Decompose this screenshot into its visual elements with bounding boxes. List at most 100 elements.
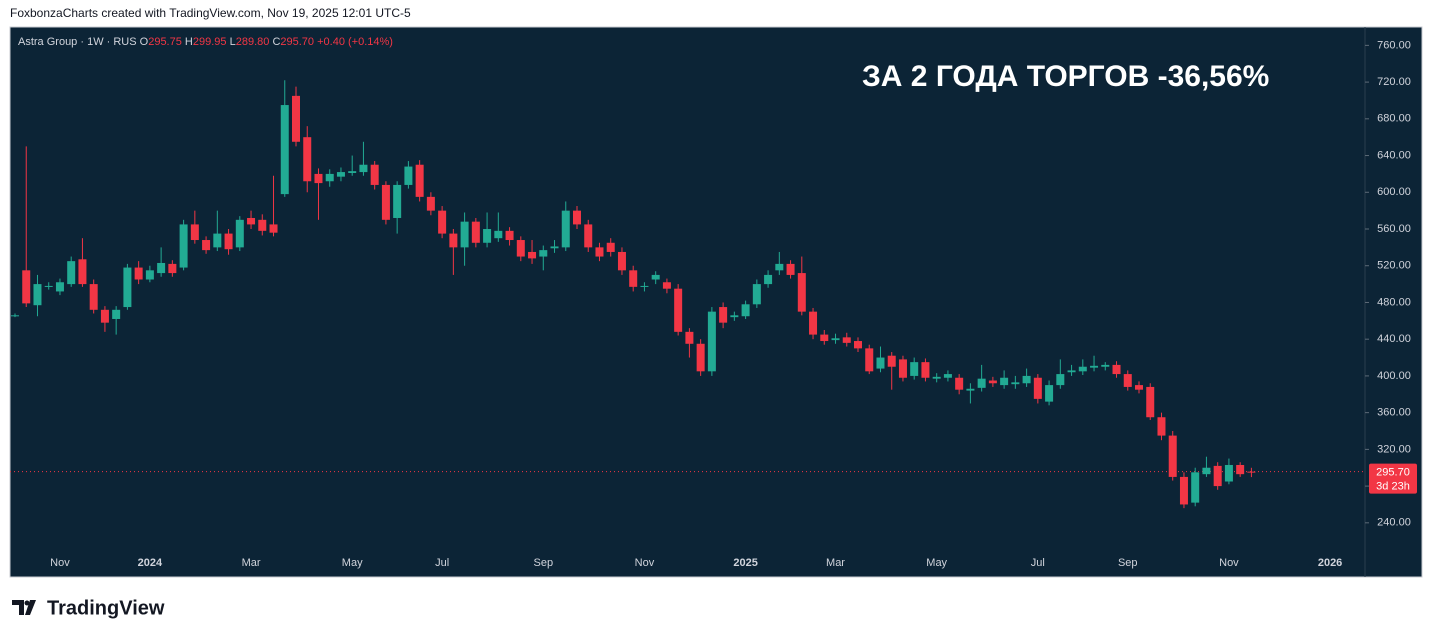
legend-change: +0.40 (+0.14%) <box>317 36 393 48</box>
y-tick-label: 320.00 <box>1377 443 1411 455</box>
candle-body <box>674 288 683 332</box>
candle-body <box>1224 464 1233 482</box>
candle-body <box>1202 467 1211 475</box>
x-tick-label: May <box>926 557 947 569</box>
candle-body <box>55 282 64 292</box>
candle-body <box>1112 364 1121 375</box>
candle-body <box>258 219 267 231</box>
candle-body <box>561 210 570 248</box>
candle-body <box>932 376 941 379</box>
x-tick-label: Sep <box>1118 557 1138 569</box>
candle-body <box>67 261 76 285</box>
candle-body <box>1067 370 1076 373</box>
x-tick-label: Sep <box>533 557 553 569</box>
candle-body <box>662 282 671 289</box>
candle-body <box>235 219 244 248</box>
candle-body <box>797 273 806 312</box>
candle-body <box>887 355 896 367</box>
candle-body <box>943 374 952 378</box>
y-tick-label: 240.00 <box>1377 517 1411 529</box>
x-tick-label: Mar <box>826 557 845 569</box>
candle-body <box>89 284 98 310</box>
header: FoxbonzaCharts created with TradingView.… <box>10 6 411 20</box>
legend-value: 299.95 <box>193 36 227 48</box>
candle-body <box>842 337 851 343</box>
candle-body <box>1157 417 1166 436</box>
y-tick-label: 560.00 <box>1377 223 1411 235</box>
y-tick-label: 640.00 <box>1377 149 1411 161</box>
candle-body <box>1135 385 1143 390</box>
candle-body <box>483 229 492 243</box>
candle-body <box>292 95 300 142</box>
candle-body <box>112 309 121 319</box>
candle-body <box>1191 472 1200 503</box>
candle-body <box>988 380 997 384</box>
candle-body <box>898 359 907 378</box>
candle-body <box>696 343 705 372</box>
candle-body <box>730 315 739 318</box>
candle-body <box>426 196 435 211</box>
candle-body <box>179 224 188 268</box>
candle-body <box>449 233 458 248</box>
candle-body <box>516 240 525 257</box>
candle-body <box>359 164 368 173</box>
candle-body <box>640 285 649 287</box>
candle-body <box>280 105 289 195</box>
candle-body <box>460 221 469 248</box>
legend-value: 295.75 <box>148 36 182 48</box>
candle-body <box>1146 386 1155 418</box>
legend-value: 289.80 <box>236 36 270 48</box>
candle-body <box>865 348 874 372</box>
candle-body <box>539 250 548 257</box>
candle-body <box>977 378 986 388</box>
candle-body <box>348 171 357 173</box>
x-tick-label: Nov <box>1219 557 1239 569</box>
candle-body <box>78 259 87 285</box>
legend-key: H <box>185 36 193 48</box>
countdown: 3d 23h <box>1376 481 1410 493</box>
logo <box>12 600 36 615</box>
annotation: ЗА 2 ГОДА ТОРГОВ -36,56% <box>862 60 1269 93</box>
candle-body <box>202 240 211 251</box>
legend-value: 295.70 <box>280 36 314 48</box>
y-tick-label: 760.00 <box>1377 39 1411 51</box>
chart-panel <box>9 26 1423 578</box>
candle-body <box>685 331 694 344</box>
candle-body <box>325 173 334 182</box>
candle-body <box>247 217 256 225</box>
last-price-box <box>1369 463 1417 494</box>
candle-body <box>1011 382 1020 385</box>
candle-body <box>741 304 750 317</box>
footer-brand: TradingView <box>47 597 165 619</box>
candle-body <box>168 263 177 274</box>
candle-body <box>22 270 31 304</box>
candle-body <box>764 274 773 285</box>
candle-body <box>303 137 312 182</box>
y-tick-label: 680.00 <box>1377 113 1411 125</box>
candle-body <box>44 285 53 287</box>
candle-body <box>381 184 390 220</box>
candle-body <box>438 210 447 234</box>
y-tick-label: 600.00 <box>1377 186 1411 198</box>
x-tick-label: Jul <box>435 557 449 569</box>
candle-body <box>528 251 537 259</box>
candle-body <box>1000 377 1009 386</box>
candle-body <box>595 247 604 257</box>
candle-body <box>831 338 840 341</box>
candle-body <box>651 274 660 280</box>
candle-body <box>1090 365 1099 368</box>
candle-body <box>584 224 593 248</box>
candle-body <box>707 311 716 372</box>
candle-body <box>1033 377 1042 399</box>
legend-key: C <box>272 36 280 48</box>
candle-body <box>606 242 615 252</box>
y-tick-label: 440.00 <box>1377 333 1411 345</box>
y-tick-label: 520.00 <box>1377 260 1411 272</box>
legend-key: O <box>140 36 149 48</box>
candle-body <box>966 388 975 391</box>
x-tick-label: 2025 <box>733 557 757 569</box>
x-tick-label: Nov <box>50 557 70 569</box>
x-tick-label: Jul <box>1031 557 1045 569</box>
candle-body <box>370 164 379 185</box>
x-tick-label: 2026 <box>1318 557 1342 569</box>
